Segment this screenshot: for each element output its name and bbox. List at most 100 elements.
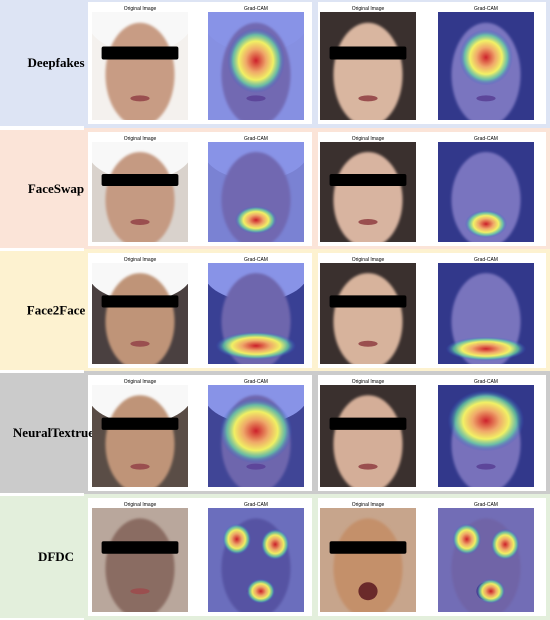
face	[105, 22, 175, 120]
gradcam-hotspot	[447, 390, 525, 452]
eye-mask	[329, 46, 407, 60]
eye-mask	[101, 295, 179, 308]
face-image	[208, 508, 304, 612]
mouth	[358, 219, 378, 225]
panel-caption: Original Image	[124, 379, 157, 385]
row-label-panel	[0, 496, 86, 618]
image-content	[208, 508, 304, 612]
face-image	[208, 385, 304, 487]
image-content	[438, 12, 534, 120]
image-content	[92, 385, 188, 487]
face	[105, 395, 175, 487]
mouth	[358, 582, 378, 601]
image-content	[320, 263, 416, 364]
gradcam-hotspot	[490, 528, 520, 561]
face-image	[320, 385, 416, 487]
gradcam-hotspot	[260, 528, 290, 561]
face-image	[208, 142, 304, 242]
image-content	[438, 508, 534, 612]
gradcam-hotspot	[459, 29, 513, 86]
row-label: Deepfakes	[27, 55, 84, 70]
gradcam-hotspot	[464, 210, 508, 238]
image-content	[92, 263, 188, 364]
face-image	[208, 12, 304, 120]
face	[333, 518, 403, 612]
face	[105, 273, 175, 364]
gradcam-hotspot	[476, 578, 506, 604]
gradcam-hotspot	[219, 398, 293, 464]
eye-mask	[329, 174, 407, 186]
eye-mask	[101, 46, 179, 60]
panel-caption: Original Image	[352, 136, 385, 142]
image-content	[320, 385, 416, 487]
panel-caption: Grad-CAM	[474, 136, 498, 142]
eye-mask	[329, 295, 407, 308]
eye-mask	[329, 541, 407, 554]
panel-caption: Original Image	[124, 257, 157, 263]
row-label: FaceSwap	[28, 181, 84, 196]
image-content	[208, 142, 304, 242]
image-content	[320, 12, 416, 120]
panel-caption: Grad-CAM	[244, 502, 268, 508]
eye-mask	[329, 417, 407, 430]
gradcam-hotspot	[227, 28, 285, 93]
gradcam-hotspot	[445, 336, 527, 361]
panel-caption: Grad-CAM	[244, 136, 268, 142]
face-image	[438, 12, 534, 120]
row-label-panel	[0, 251, 86, 370]
image-content	[320, 508, 416, 612]
panel-caption: Grad-CAM	[474, 379, 498, 385]
gradcam-hotspot	[234, 206, 278, 234]
gradcam-hotspot	[452, 523, 482, 555]
panel-caption: Grad-CAM	[474, 257, 498, 263]
face-image	[438, 263, 534, 364]
face-image	[92, 508, 188, 612]
mouth	[130, 588, 150, 595]
mouth	[130, 340, 150, 347]
row-label: NeuralTextrues	[13, 425, 99, 440]
panel-caption: Grad-CAM	[244, 257, 268, 263]
face-image	[320, 508, 416, 612]
face-image	[92, 142, 188, 242]
eye-mask	[101, 417, 179, 430]
image-content	[438, 263, 534, 364]
image-content	[92, 508, 188, 612]
image-content	[208, 263, 304, 364]
panel-caption: Original Image	[352, 6, 385, 12]
gradcam-hotspot	[222, 523, 252, 555]
panel-caption: Original Image	[352, 379, 385, 385]
face-image	[320, 142, 416, 242]
face-image	[438, 508, 534, 612]
panel-caption: Original Image	[352, 257, 385, 263]
face-image	[208, 263, 304, 364]
image-content	[208, 12, 304, 120]
face	[333, 395, 403, 487]
face-image	[92, 12, 188, 120]
mouth	[358, 95, 378, 102]
image-content	[438, 142, 534, 242]
mouth	[130, 95, 150, 102]
panel-caption: Grad-CAM	[474, 502, 498, 508]
image-content	[208, 385, 304, 487]
mouth	[358, 340, 378, 347]
row-label-panel	[0, 373, 86, 493]
mouth	[358, 463, 378, 470]
image-content	[320, 142, 416, 242]
panel-caption: Original Image	[124, 6, 157, 12]
gradcam-hotspot	[246, 578, 276, 604]
eye-mask	[101, 174, 179, 186]
panel-caption: Original Image	[124, 136, 157, 142]
face-image	[320, 12, 416, 120]
row-label-panel	[0, 0, 86, 126]
face	[105, 518, 175, 612]
gradcam-hotspot	[215, 331, 297, 360]
row-label-panel	[0, 130, 86, 248]
panel-caption: Original Image	[352, 502, 385, 508]
face	[333, 152, 403, 242]
image-content	[92, 142, 188, 242]
panel-caption: Grad-CAM	[244, 379, 268, 385]
face	[105, 152, 175, 242]
face	[333, 273, 403, 364]
image-content	[92, 12, 188, 120]
